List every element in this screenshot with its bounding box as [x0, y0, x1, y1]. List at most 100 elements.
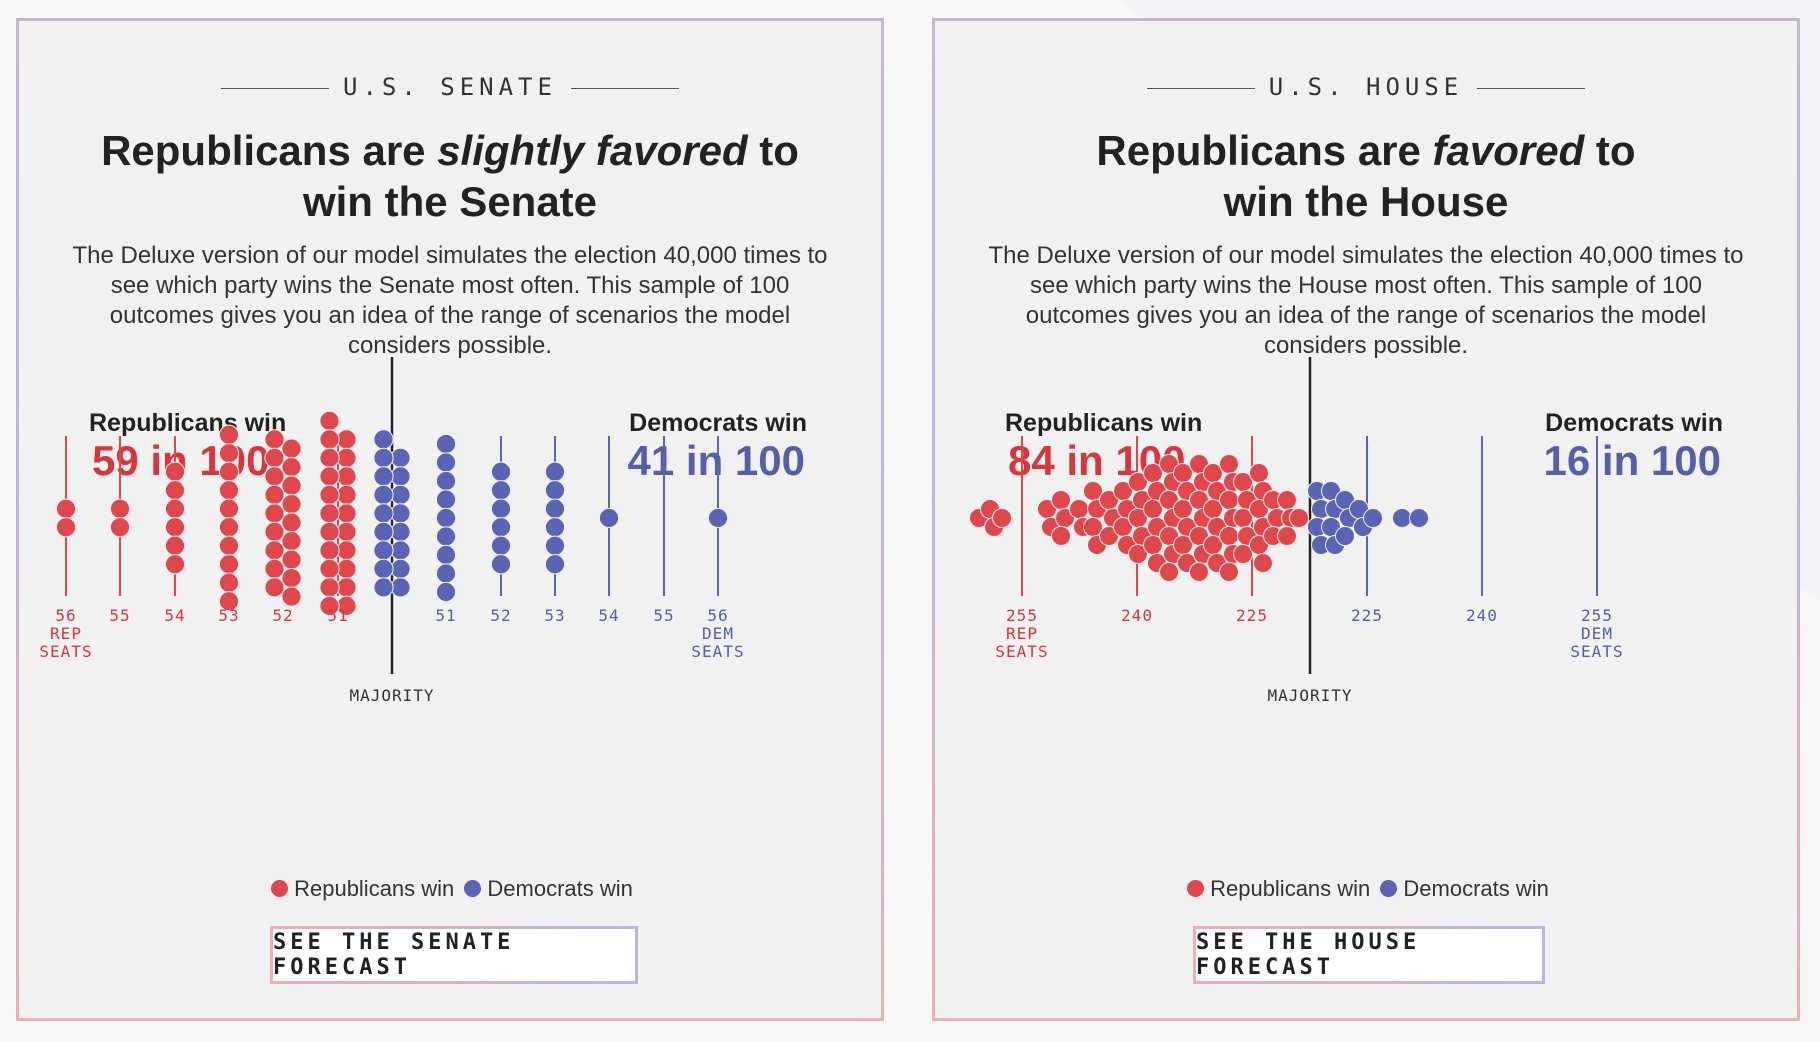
legend-dem-swatch — [1380, 880, 1398, 897]
axis-tick-label: 51 — [327, 606, 348, 625]
outcome-dot — [218, 572, 240, 593]
outcome-dot — [1249, 463, 1269, 483]
house-forecast-button[interactable]: SEE THE HOUSE FORECAST — [1193, 926, 1545, 984]
outcome-dot — [164, 517, 186, 538]
outcome-dot — [1128, 544, 1148, 564]
outcome-dot — [109, 498, 131, 519]
outcome-dot — [390, 466, 411, 487]
house-rep-win-label: Republicans win — [1005, 409, 1203, 437]
eyebrow-rule-right — [570, 87, 679, 89]
axis-tick-label: 240 — [1121, 606, 1153, 625]
outcome-dot — [490, 461, 512, 482]
majority-label: MAJORITY — [349, 686, 434, 705]
outcome-dot — [336, 484, 357, 505]
axis-tick-label: 52 — [490, 606, 511, 625]
outcome-dot — [336, 429, 357, 450]
house-eyebrow: U.S. HOUSE — [935, 73, 1797, 101]
eyebrow-rule-left — [1146, 87, 1255, 89]
senate-forecast-button[interactable]: SEE THE SENATE FORECAST — [270, 926, 638, 984]
outcome-dot — [435, 544, 457, 566]
axis-tick-label: 54 — [164, 606, 185, 625]
outcome-dot — [264, 503, 285, 524]
house-dem-win-value: 16 in 100 — [1543, 437, 1721, 484]
legend-dem-swatch — [464, 880, 482, 897]
outcome-dot — [218, 461, 240, 482]
outcome-dot — [490, 517, 512, 538]
outcome-dot — [1363, 508, 1383, 528]
outcome-dot — [218, 480, 240, 501]
majority-label: MAJORITY — [1267, 686, 1352, 705]
outcome-dot — [281, 549, 302, 570]
axis-tick-label: 52 — [272, 606, 293, 625]
outcome-dot — [373, 466, 394, 487]
outcome-dot — [281, 494, 302, 515]
outcome-dot — [281, 586, 302, 607]
outcome-dot — [373, 540, 394, 561]
axis-tick-label: SEATS — [691, 642, 744, 661]
outcome-dot — [544, 461, 566, 482]
legend-rep-swatch — [271, 880, 289, 897]
outcome-dot — [1233, 544, 1253, 564]
eyebrow-rule-right — [1477, 87, 1586, 89]
outcome-dot — [55, 498, 77, 519]
legend-dem-label: Democrats win — [1403, 876, 1549, 901]
outcome-dot — [336, 503, 357, 524]
outcome-dot — [390, 503, 411, 524]
house-headline-emphasis: favored — [1432, 127, 1585, 174]
outcome-dot — [164, 554, 186, 575]
outcome-dot — [490, 498, 512, 519]
outcome-dot — [336, 447, 357, 468]
outcome-dot — [390, 521, 411, 542]
axis-tick-label: 53 — [218, 606, 239, 625]
axis-tick-label: DEM — [1581, 624, 1613, 643]
outcome-dot — [319, 466, 340, 487]
outcome-dot — [264, 540, 285, 561]
senate-headline: Republicans are slightly favored to win … — [79, 125, 821, 227]
outcome-dot — [992, 508, 1012, 528]
outcome-dot — [373, 447, 394, 468]
legend-rep-label: Republicans win — [294, 876, 455, 901]
axis-tick-label: 240 — [1466, 606, 1498, 625]
outcome-dot — [373, 484, 394, 505]
outcome-dot — [390, 447, 411, 468]
axis-tick-label: 225 — [1236, 606, 1268, 625]
outcome-dot — [164, 498, 186, 519]
outcome-dot — [435, 489, 457, 510]
outcome-dot — [435, 526, 457, 547]
outcome-dot — [281, 475, 302, 496]
outcome-dot — [373, 503, 394, 524]
axis-tick-label: 255 — [1581, 606, 1613, 625]
outcome-dot — [281, 531, 302, 552]
house-panel: U.S. HOUSE Republicans are favored to wi… — [932, 18, 1800, 1021]
outcome-dot — [336, 558, 357, 579]
outcome-dot — [1277, 490, 1297, 510]
axis-tick-label: 55 — [653, 606, 674, 625]
outcome-dot — [390, 558, 411, 579]
outcome-dot — [164, 535, 186, 556]
axis-tick-label: 53 — [544, 606, 565, 625]
outcome-dot — [319, 484, 340, 505]
outcome-dot — [264, 577, 285, 598]
outcome-dot — [544, 554, 566, 575]
house-description: The Deluxe version of our model simulate… — [988, 242, 1744, 359]
outcome-dot — [435, 507, 457, 529]
house-eyebrow-text: U.S. HOUSE — [1268, 73, 1464, 101]
outcome-dot — [1219, 562, 1239, 582]
outcome-dot — [281, 457, 302, 478]
outcome-dot — [319, 410, 340, 431]
outcome-dot — [1335, 526, 1355, 546]
house-dem-win-label: Democrats win — [1545, 409, 1723, 437]
outcome-dot — [336, 577, 357, 598]
axis-tick-label: DEM — [702, 624, 734, 643]
axis-tick-label: REP — [1006, 624, 1038, 643]
outcome-dot — [218, 591, 240, 612]
axis-tick-label: SEATS — [1570, 642, 1623, 661]
outcome-dot — [319, 577, 340, 598]
outcome-dot — [390, 484, 411, 505]
axis-tick-label: REP — [50, 624, 82, 643]
house-legend: Republicans win Democrats win — [935, 876, 1797, 902]
outcome-dot — [1392, 508, 1412, 528]
outcome-dot — [164, 480, 186, 501]
outcome-dot — [336, 540, 357, 561]
outcome-dot — [264, 447, 285, 468]
